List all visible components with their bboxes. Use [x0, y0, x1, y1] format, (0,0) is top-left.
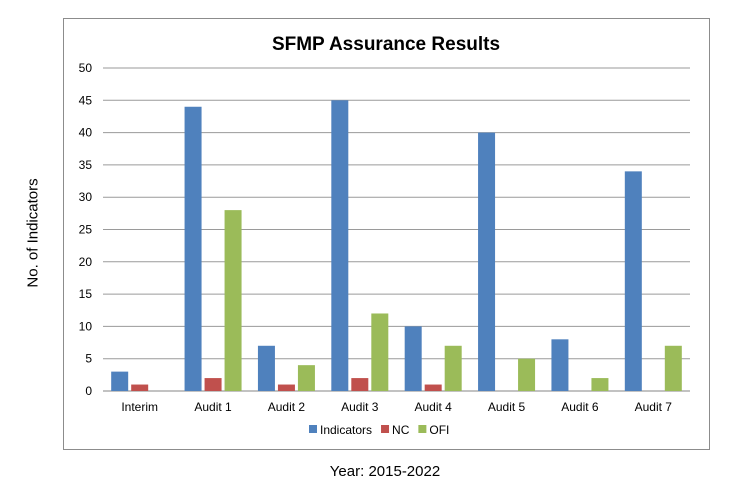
x-tick-label: Audit 7: [635, 400, 673, 414]
bar-ofi-audit-2: [297, 365, 315, 391]
bar-nc-audit-2: [277, 384, 295, 391]
y-axis-label: No. of Indicators: [24, 178, 42, 288]
bar-ofi-audit-3: [371, 313, 389, 391]
bar-indicators-interim: [111, 371, 129, 391]
x-tick-label: Audit 4: [415, 400, 453, 414]
y-tick-label: 45: [79, 93, 93, 107]
bar-ofi-audit-6: [591, 378, 609, 391]
y-tick-label: 10: [79, 319, 93, 333]
y-tick-label: 5: [85, 352, 92, 366]
bar-ofi-audit-4: [444, 345, 462, 391]
y-tick-label: 0: [85, 384, 92, 398]
x-axis-label: Year: 2015-2022: [329, 463, 441, 480]
y-tick-label: 50: [79, 61, 93, 75]
bar-nc-audit-3: [351, 378, 369, 391]
bar-ofi-audit-1: [224, 210, 242, 391]
legend-label-ofi: OFI: [429, 423, 449, 437]
bar-indicators-audit-5: [478, 132, 496, 391]
bar-indicators-audit-6: [551, 339, 569, 391]
x-tick-label: Audit 3: [341, 400, 379, 414]
legend-swatch-indicators: [309, 425, 317, 433]
legend-label-indicators: Indicators: [320, 423, 372, 437]
chart-title: SFMP Assurance Results: [272, 34, 500, 55]
bar-indicators-audit-7: [624, 171, 642, 391]
x-tick-label: Audit 6: [561, 400, 599, 414]
bar-indicators-audit-2: [257, 345, 275, 391]
x-tick-label: Interim: [121, 400, 158, 414]
y-tick-label: 20: [79, 255, 93, 269]
legend-swatch-nc: [381, 425, 390, 433]
bar-ofi-audit-5: [518, 358, 536, 391]
y-tick-label: 25: [79, 223, 93, 237]
y-tick-label: 40: [79, 126, 93, 140]
y-tick-label: 30: [79, 190, 93, 204]
bar-ofi-audit-7: [664, 345, 682, 391]
bar-nc-audit-1: [204, 378, 222, 391]
legend-label-nc: NC: [392, 423, 410, 437]
y-tick-label: 35: [79, 158, 93, 172]
bar-nc-audit-4: [424, 384, 442, 391]
chart-frame: [63, 18, 710, 450]
x-tick-label: Audit 5: [488, 400, 526, 414]
legend-swatch-ofi: [418, 425, 427, 433]
x-tick-label: Audit 2: [268, 400, 306, 414]
y-tick-label: 15: [79, 287, 93, 301]
bar-indicators-audit-4: [404, 326, 422, 391]
x-tick-label: Audit 1: [194, 400, 232, 414]
bar-indicators-audit-1: [184, 106, 202, 391]
bar-indicators-audit-3: [331, 100, 349, 392]
bar-nc-interim: [131, 384, 149, 391]
